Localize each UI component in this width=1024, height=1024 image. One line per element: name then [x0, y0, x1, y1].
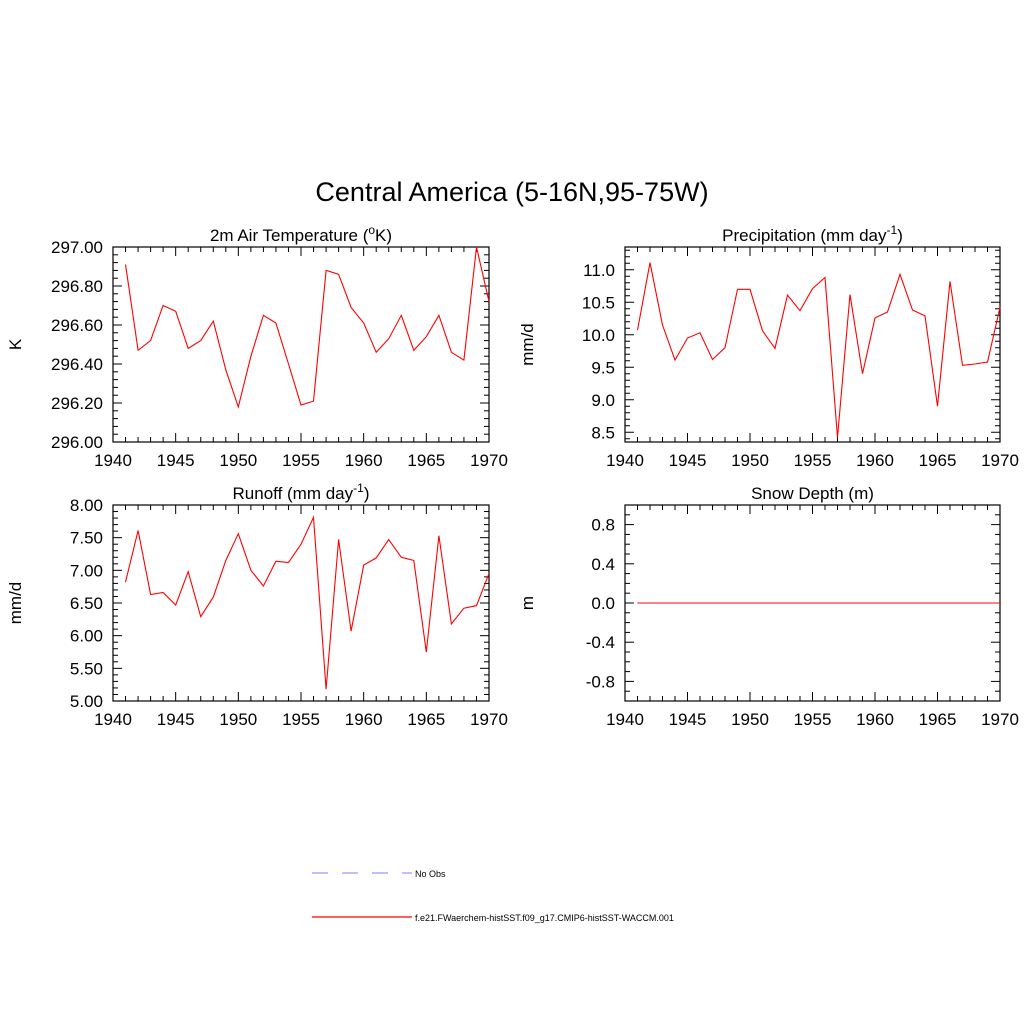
y-tick-label: -0.4 [586, 633, 615, 652]
panel-title: 2m Air Temperature (oK) [210, 223, 392, 245]
legend-label: No Obs [415, 869, 446, 879]
y-axis-label: m [518, 596, 537, 610]
x-tick-label: 1960 [856, 710, 894, 729]
x-tick-label: 1940 [94, 710, 132, 729]
x-tick-label: 1965 [407, 451, 445, 470]
panel-title-text: Runoff (mm day [233, 484, 354, 503]
y-tick-label: 296.60 [51, 316, 103, 335]
panel-title-text-end: K) [375, 226, 392, 245]
x-tick-label: 1970 [981, 451, 1019, 470]
x-tick-label: 1970 [470, 710, 508, 729]
legend-label: f.e21.FWaerchem-histSST.f09_g17.CMIP6-hi… [415, 913, 674, 923]
x-tick-label: 1955 [282, 710, 320, 729]
y-tick-label: 8.5 [591, 423, 615, 442]
chart-panel-3: Runoff (mm day-1) mm/d 1940 1945 1950 1955 196… [6, 481, 508, 729]
x-tick-label: 1950 [731, 710, 769, 729]
x-tick-label: 1965 [407, 710, 445, 729]
y-tick-label: 9.0 [591, 391, 615, 410]
x-tick-label: 1945 [669, 710, 707, 729]
y-tick-label: 10.5 [582, 293, 615, 312]
y-tick-label: 296.20 [51, 394, 103, 413]
y-tick-label: 296.80 [51, 277, 103, 296]
x-tick-label: 1960 [856, 451, 894, 470]
y-tick-label: 7.50 [70, 529, 103, 548]
y-tick-label: 0.4 [591, 555, 615, 574]
legend-entry-1: No Obs [312, 869, 446, 879]
series-line-1 [636, 262, 1001, 438]
series-line-1 [124, 246, 490, 409]
x-tick-label: 1955 [282, 451, 320, 470]
y-tick-label: 297.00 [51, 238, 103, 257]
chart-panel-1: 2m Air Temperature (oK) K 1940 1945 1950 1955… [6, 223, 508, 470]
y-tick-label: 0.8 [591, 516, 615, 535]
y-tick-label: 6.50 [70, 594, 103, 613]
panel-title-superscript: -1 [887, 223, 898, 237]
x-tick-label: 1955 [794, 710, 832, 729]
x-tick-label: 1965 [919, 710, 957, 729]
x-tick-label: 1970 [981, 710, 1019, 729]
x-tick-label: 1970 [470, 451, 508, 470]
x-tick-label: 1950 [219, 710, 257, 729]
x-tick-label: 1960 [345, 710, 383, 729]
figure-title: Central America (5-16N,95-75W) [315, 177, 708, 207]
y-tick-label: 8.00 [70, 496, 103, 515]
x-tick-label: 1940 [606, 710, 644, 729]
chart-panel-4: Snow Depth (m) m 1940 1945 1950 1955 1960 1965 1… [518, 484, 1019, 729]
panel-title-text-end: ) [364, 484, 370, 503]
x-tick-label: 1950 [219, 451, 257, 470]
y-tick-label: 296.00 [51, 433, 103, 452]
series-line-1 [124, 515, 490, 690]
panel-title-text-end: ) [897, 226, 903, 245]
y-tick-label: 10.0 [582, 326, 615, 345]
x-tick-label: 1940 [94, 451, 132, 470]
x-tick-label: 1955 [794, 451, 832, 470]
y-tick-label: 6.00 [70, 627, 103, 646]
x-tick-label: 1945 [157, 710, 195, 729]
chart-panel-2: Precipitation (mm day-1) mm/d 1940 1945 1950… [518, 223, 1019, 470]
panel-title-text: Snow Depth (m) [751, 484, 874, 503]
x-tick-label: 1945 [669, 451, 707, 470]
panel-title-text: Precipitation (mm day [722, 226, 887, 245]
y-axis-label: mm/d [6, 582, 25, 625]
panel-title-superscript: -1 [353, 481, 364, 495]
y-tick-label: 5.00 [70, 692, 103, 711]
panel-title: Snow Depth (m) [751, 484, 874, 503]
chart-panels: 2m Air Temperature (oK) K 1940 1945 1950 1955… [6, 223, 1019, 729]
y-tick-label: 296.40 [51, 355, 103, 374]
panel-title: Precipitation (mm day-1) [722, 223, 903, 245]
x-tick-label: 1960 [345, 451, 383, 470]
plot-frame [112, 504, 490, 702]
y-axis-label: K [6, 338, 25, 350]
x-tick-label: 1940 [606, 451, 644, 470]
legend-entry-2: f.e21.FWaerchem-histSST.f09_g17.CMIP6-hi… [312, 913, 674, 923]
x-tick-label: 1950 [731, 451, 769, 470]
y-tick-label: 7.00 [70, 561, 103, 580]
x-tick-label: 1965 [919, 451, 957, 470]
panel-title: Runoff (mm day-1) [233, 481, 370, 503]
panel-title-superscript: o [368, 223, 375, 237]
y-axis-label: mm/d [518, 323, 537, 366]
y-tick-label: -0.8 [586, 672, 615, 691]
plot-frame [112, 246, 490, 443]
panel-title-text: 2m Air Temperature ( [210, 226, 369, 245]
y-tick-label: 0.0 [591, 594, 615, 613]
y-tick-label: 9.5 [591, 358, 615, 377]
y-tick-label: 11.0 [583, 261, 615, 280]
x-tick-label: 1945 [157, 451, 195, 470]
legend: No Obs f.e21.FWaerchem-histSST.f09_g17.CM… [312, 869, 674, 923]
y-tick-label: 5.50 [70, 659, 103, 678]
